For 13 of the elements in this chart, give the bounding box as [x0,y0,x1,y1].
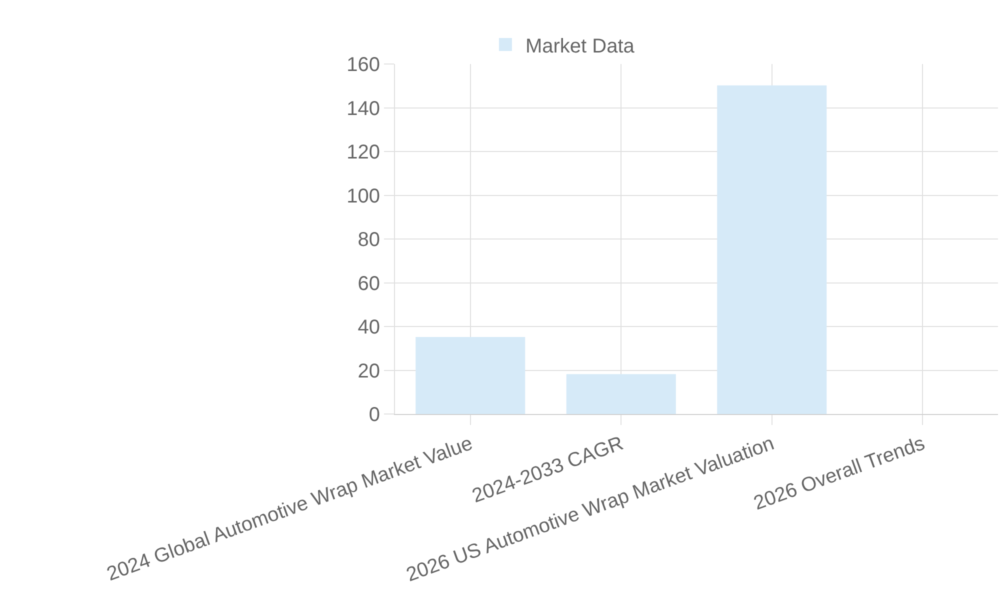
bar [416,336,526,414]
y-tick-label: 120 [346,142,380,164]
y-tick-label: 40 [358,316,380,338]
y-tick-label: 80 [358,229,380,251]
y-tick-label: 60 [358,272,380,295]
bar [717,85,827,414]
legend-label: Market Data [525,35,636,58]
y-tick-label: 160 [346,54,380,76]
bar [566,374,676,414]
y-tick-label: 140 [346,98,380,120]
y-tick-label: 100 [346,185,380,208]
y-tick-label: 0 [368,404,380,426]
y-tick-label: 20 [358,360,380,382]
